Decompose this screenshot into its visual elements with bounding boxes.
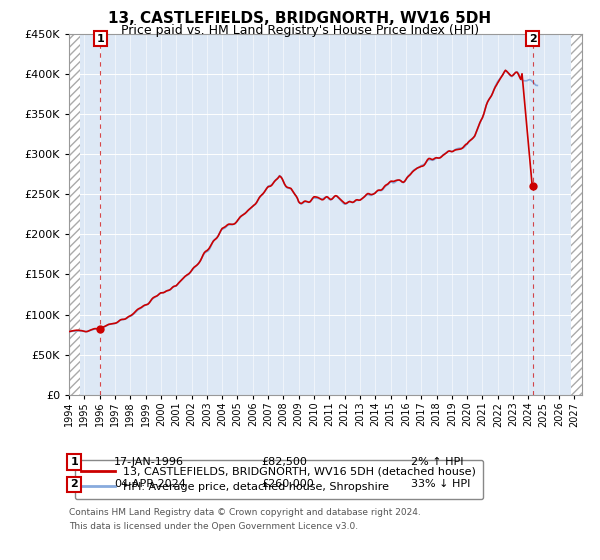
Text: 2: 2 <box>529 34 537 44</box>
Text: 13, CASTLEFIELDS, BRIDGNORTH, WV16 5DH: 13, CASTLEFIELDS, BRIDGNORTH, WV16 5DH <box>109 11 491 26</box>
Text: 04-APR-2024: 04-APR-2024 <box>114 479 186 489</box>
Text: This data is licensed under the Open Government Licence v3.0.: This data is licensed under the Open Gov… <box>69 522 358 531</box>
Text: 17-JAN-1996: 17-JAN-1996 <box>114 457 184 467</box>
Text: £260,000: £260,000 <box>261 479 314 489</box>
Text: £82,500: £82,500 <box>261 457 307 467</box>
Text: Price paid vs. HM Land Registry's House Price Index (HPI): Price paid vs. HM Land Registry's House … <box>121 24 479 36</box>
Bar <box>69 34 80 395</box>
Text: 33% ↓ HPI: 33% ↓ HPI <box>411 479 470 489</box>
Text: Contains HM Land Registry data © Crown copyright and database right 2024.: Contains HM Land Registry data © Crown c… <box>69 508 421 517</box>
Text: 1: 1 <box>97 34 104 44</box>
Bar <box>571 34 582 395</box>
Text: 2% ↑ HPI: 2% ↑ HPI <box>411 457 463 467</box>
Text: 1: 1 <box>70 457 78 467</box>
Legend: 13, CASTLEFIELDS, BRIDGNORTH, WV16 5DH (detached house), HPI: Average price, det: 13, CASTLEFIELDS, BRIDGNORTH, WV16 5DH (… <box>74 460 483 499</box>
Text: 2: 2 <box>70 479 78 489</box>
